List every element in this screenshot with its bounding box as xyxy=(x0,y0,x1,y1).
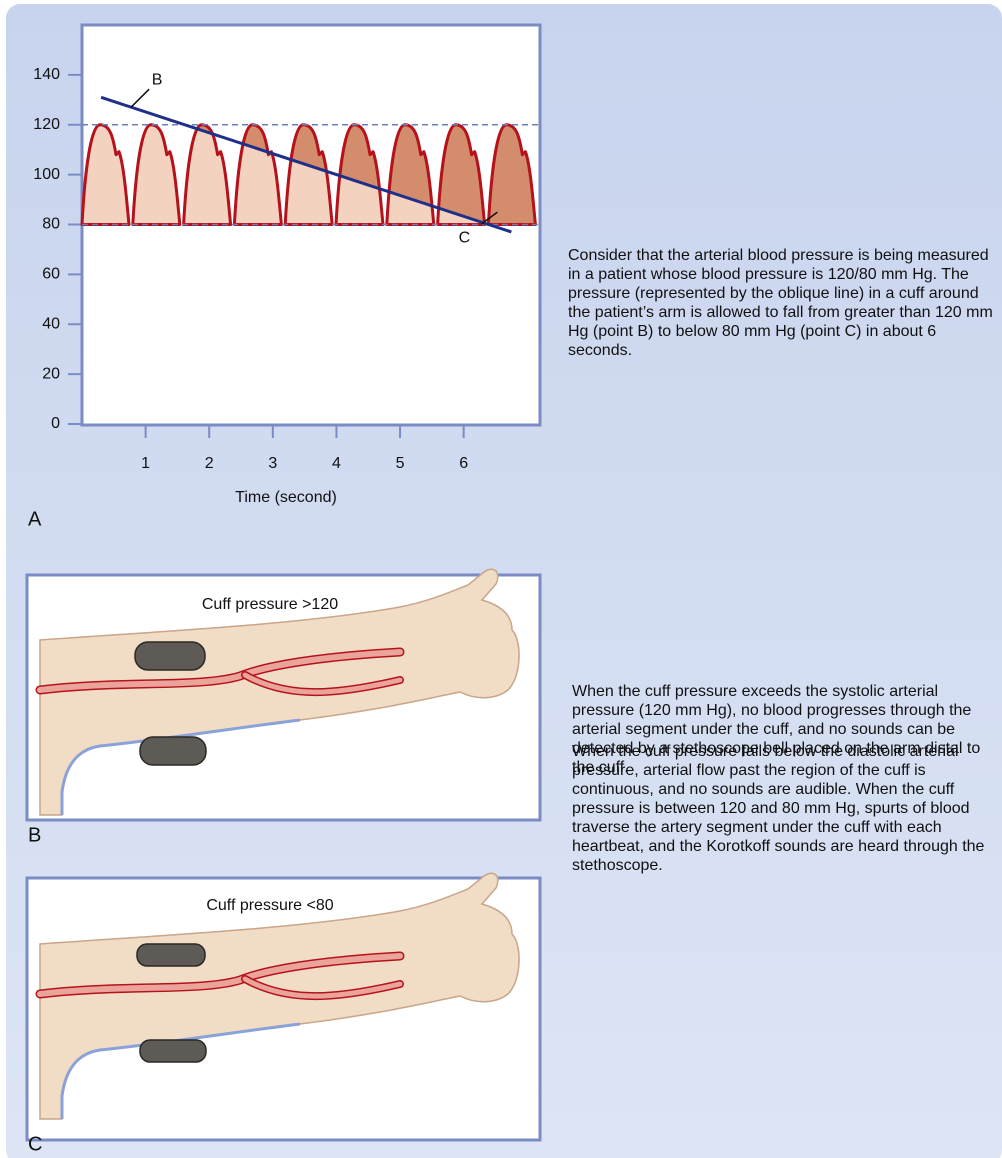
x-tick-label: 4 xyxy=(332,455,341,472)
cuff xyxy=(140,737,206,765)
panel-title: Cuff pressure >120 xyxy=(202,596,338,613)
annotation: B xyxy=(152,71,163,88)
cuff xyxy=(137,944,205,966)
caption: Consider that the arterial blood pressur… xyxy=(568,246,1000,360)
y-tick-label: 80 xyxy=(42,216,60,233)
y-tick-label: 100 xyxy=(33,166,60,183)
figure-svg: 0 20 40 60 80 100 120 140 1 2 3 4 5 6 B C A Time (secon… xyxy=(0,0,1002,1158)
y-tick-label: 60 xyxy=(42,266,60,283)
x-tick-label: 5 xyxy=(396,455,405,472)
x-tick-label: 2 xyxy=(205,455,214,472)
annotation: C xyxy=(459,229,471,246)
y-tick-label: 120 xyxy=(33,116,60,133)
caption: When the cuff pressure falls below the d… xyxy=(572,742,1002,875)
y-tick-label: 40 xyxy=(42,315,60,332)
cuff xyxy=(140,1040,206,1062)
x-tick-label: 3 xyxy=(268,455,277,472)
panel-title: Cuff pressure <80 xyxy=(206,897,333,914)
x-tick-label: 6 xyxy=(459,455,468,472)
x-axis-label: Time (second) xyxy=(235,489,337,506)
panel-label: A xyxy=(28,508,42,530)
panel-label: C xyxy=(28,1133,42,1155)
y-tick-label: 20 xyxy=(42,365,60,382)
y-tick-label: 0 xyxy=(51,415,60,432)
x-tick-label: 1 xyxy=(141,455,150,472)
cuff xyxy=(135,642,205,670)
figure: 0 20 40 60 80 100 120 140 1 2 3 4 5 6 B C A Time (secon… xyxy=(0,0,1002,1158)
y-tick-label: 140 xyxy=(33,66,60,83)
panel-label: B xyxy=(28,824,41,846)
